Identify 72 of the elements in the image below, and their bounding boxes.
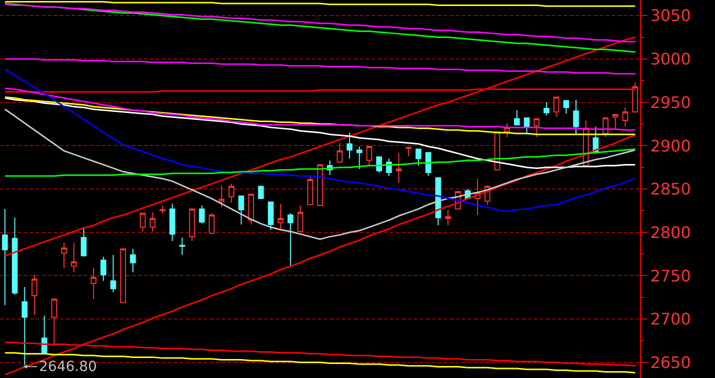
candlestick — [416, 148, 422, 166]
candlestick — [612, 114, 618, 129]
candlestick — [150, 212, 156, 232]
y-tick-label: 2950 — [650, 92, 691, 112]
line-series — [4, 352, 636, 374]
y-tick-label: 2750 — [650, 266, 691, 286]
line-series — [4, 4, 636, 42]
y-tick-label: 2900 — [650, 136, 691, 156]
candlestick — [288, 212, 294, 268]
candlestick — [317, 164, 323, 206]
candlestick — [563, 100, 570, 114]
line-series — [4, 148, 636, 177]
y-tick-label: 2800 — [650, 222, 691, 242]
candlestick — [80, 226, 87, 258]
candlestick — [140, 212, 146, 232]
candlestick — [248, 194, 254, 226]
candlestick — [189, 208, 195, 242]
candlestick — [622, 107, 628, 128]
candlestick — [100, 256, 106, 282]
candlestick — [110, 254, 116, 293]
candlestick — [356, 146, 362, 170]
line-series — [4, 96, 636, 136]
annotation: 2646.80 — [39, 359, 97, 375]
candlestick — [70, 242, 77, 273]
line-series — [4, 134, 636, 376]
candlestick — [268, 202, 274, 230]
candlestick — [2, 208, 8, 306]
line-series — [4, 58, 636, 74]
y-tick-label: 2650 — [650, 352, 691, 372]
candlestick — [218, 185, 224, 208]
candlestick — [396, 152, 402, 184]
candlestick — [632, 82, 638, 114]
candlestick — [160, 204, 166, 214]
candlestick — [376, 156, 382, 174]
y-tick-label: 3000 — [650, 50, 691, 69]
candlestick — [198, 204, 205, 224]
candlestick — [346, 132, 352, 160]
candlestick — [297, 204, 304, 232]
candlestick — [90, 267, 96, 300]
y-tick-label: 3050 — [650, 6, 691, 26]
candlestick — [208, 212, 215, 234]
y-tick-label: 2850 — [650, 180, 691, 199]
candlestick — [51, 298, 58, 346]
candlestick — [544, 102, 550, 116]
candlestick — [366, 146, 372, 166]
candlestick — [130, 248, 136, 273]
candlestick — [258, 185, 264, 200]
candlestick — [534, 118, 540, 138]
line-series — [4, 108, 636, 240]
candlestick — [573, 99, 579, 135]
candlestick — [445, 209, 451, 226]
candlestick — [336, 142, 343, 164]
candlestick — [406, 146, 412, 157]
y-tick-label: 2700 — [650, 310, 691, 329]
line-series — [4, 2, 636, 53]
candlestick — [307, 176, 314, 206]
candlestick — [179, 237, 186, 256]
candlestick — [41, 315, 48, 354]
candlestick — [120, 248, 126, 304]
candlestick — [278, 203, 284, 230]
candlestick — [514, 110, 520, 126]
candlestick — [169, 203, 176, 242]
candlestick — [238, 195, 244, 226]
candlestick — [61, 242, 67, 268]
candlestick — [553, 96, 560, 118]
candlestick — [32, 274, 38, 316]
line-series — [4, 36, 636, 257]
line-series — [4, 68, 636, 212]
candlestick — [12, 217, 18, 296]
candlestick — [228, 183, 234, 204]
line-series — [4, 88, 636, 131]
line-series — [4, 97, 636, 169]
